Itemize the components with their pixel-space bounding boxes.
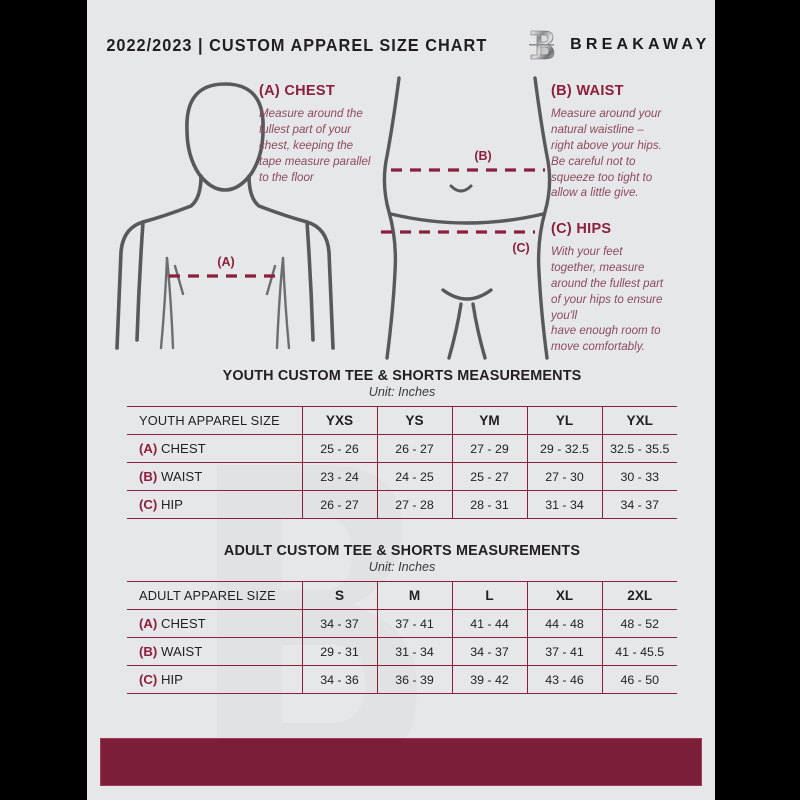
table-header-row: ADULT APPAREL SIZE S M L XL 2XL: [127, 581, 677, 610]
youth-cell-0-1: 26 - 27: [376, 434, 452, 463]
adult-cell-2-4: 46 - 50: [601, 665, 677, 694]
youth-cell-2-0: 26 - 27: [301, 490, 377, 519]
adult-size-table-block: ADULT CUSTOM TEE & SHORTS MEASUREMENTS U…: [127, 543, 677, 694]
youth-size-col-0: YXS: [301, 406, 377, 435]
info-block-hips: (C) HIPS With your feet together, measur…: [551, 221, 709, 355]
youth-table-unit: Unit: Inches: [368, 385, 436, 399]
row-tag: (C): [139, 672, 158, 687]
adult-cell-0-0: 34 - 37: [301, 609, 377, 638]
youth-row-label-1: (B) WAIST: [127, 463, 302, 491]
table-row: (C) HIP 34 - 36 36 - 39 39 - 42 43 - 46 …: [127, 665, 677, 694]
adult-cell-1-3: 37 - 41: [526, 637, 602, 666]
youth-row-label-2: (C) HIP: [127, 491, 302, 519]
breakaway-b-monogram-icon: [529, 30, 555, 60]
table-row: (A) CHEST 34 - 37 37 - 41 41 - 44 44 - 4…: [127, 609, 677, 638]
youth-cell-0-3: 29 - 32.5: [526, 434, 602, 463]
brand-name: BREAKAWAY: [570, 36, 711, 53]
youth-cell-1-1: 24 - 25: [376, 462, 452, 491]
waist-measure-label: (B): [474, 149, 491, 163]
info-body-hips: With your feet together, measure around …: [551, 245, 664, 354]
chest-measure-label: (A): [217, 255, 234, 269]
adult-cell-2-1: 36 - 39: [376, 665, 452, 694]
youth-cell-1-0: 23 - 24: [301, 462, 377, 491]
hips-measure-label: (C): [512, 241, 529, 255]
row-label: WAIST: [160, 469, 203, 484]
adult-cell-0-3: 44 - 48: [526, 609, 602, 638]
info-heading-hips: (C) HIPS: [551, 221, 612, 237]
youth-size-col-3: YL: [526, 406, 602, 435]
youth-cell-2-3: 31 - 34: [526, 490, 602, 519]
adult-size-col-0: S: [301, 581, 377, 610]
page-title: 2022/2023 | CUSTOM APPAREL SIZE CHART: [105, 34, 487, 55]
info-block-chest: (A) CHEST Measure around the fullest par…: [259, 83, 419, 185]
row-label: HIP: [160, 672, 183, 687]
youth-size-col-2: YM: [451, 406, 527, 435]
table-header-row: YOUTH APPAREL SIZE YXS YS YM YL YXL: [127, 406, 677, 435]
adult-cell-1-0: 29 - 31: [301, 637, 377, 666]
youth-cell-1-3: 27 - 30: [526, 462, 602, 491]
adult-cell-0-4: 48 - 52: [601, 609, 677, 638]
adult-cell-2-3: 43 - 46: [526, 665, 602, 694]
row-tag: (A): [139, 616, 158, 631]
info-body-chest: Measure around the fullest part of your …: [259, 107, 371, 184]
adult-size-col-2: L: [451, 581, 527, 610]
table-row: (A) CHEST 25 - 26 26 - 27 27 - 29 29 - 3…: [127, 434, 677, 463]
table-row: (C) HIP 26 - 27 27 - 28 28 - 31 31 - 34 …: [127, 490, 677, 519]
table-row: (B) WAIST 29 - 31 31 - 34 34 - 37 37 - 4…: [127, 637, 677, 666]
row-label: WAIST: [160, 644, 203, 659]
youth-cell-0-4: 32.5 - 35.5: [601, 434, 677, 463]
youth-cell-2-1: 27 - 28: [376, 490, 452, 519]
adult-size-col-1: M: [376, 581, 452, 610]
adult-cell-1-4: 41 - 45.5: [601, 637, 677, 666]
footer-bar: [100, 738, 702, 786]
youth-size-header: YOUTH APPAREL SIZE: [139, 413, 280, 428]
lower-body-figure: (B) (C): [377, 72, 557, 360]
torso-figure: (A): [105, 70, 345, 360]
row-tag: (B): [139, 644, 158, 659]
navel-detail: [449, 184, 473, 193]
row-label: CHEST: [160, 441, 206, 456]
adult-size-table: ADULT APPAREL SIZE S M L XL 2XL (A) CHES…: [127, 581, 677, 694]
adult-table-unit: Unit: Inches: [368, 560, 436, 574]
youth-cell-1-2: 25 - 27: [451, 462, 527, 491]
info-block-waist: (B) WAIST Measure around your natural wa…: [551, 83, 709, 201]
page-header: 2022/2023 | CUSTOM APPAREL SIZE CHART: [87, 28, 715, 62]
row-tag: (A): [139, 441, 158, 456]
youth-cell-0-2: 27 - 29: [451, 434, 527, 463]
adult-cell-2-0: 34 - 36: [301, 665, 377, 694]
youth-size-col-1: YS: [376, 406, 452, 435]
brand-lockup: BREAKAWAY: [527, 29, 710, 61]
adult-size-col-4: 2XL: [601, 581, 677, 610]
adult-cell-2-2: 39 - 42: [451, 665, 527, 694]
youth-table-title: YOUTH CUSTOM TEE & SHORTS MEASUREMENTS: [222, 368, 582, 384]
info-heading-waist: (B) WAIST: [551, 83, 624, 99]
adult-size-header: ADULT APPAREL SIZE: [139, 588, 276, 603]
adult-cell-1-1: 31 - 34: [376, 637, 452, 666]
youth-cell-2-4: 34 - 37: [601, 490, 677, 519]
row-tag: (C): [139, 497, 158, 512]
adult-cell-0-2: 41 - 44: [451, 609, 527, 638]
adult-cell-1-2: 34 - 37: [451, 637, 527, 666]
adult-size-col-3: XL: [526, 581, 602, 610]
youth-cell-1-4: 30 - 33: [601, 462, 677, 491]
youth-cell-0-0: 25 - 26: [301, 434, 377, 463]
info-body-waist: Measure around your natural waistline – …: [551, 107, 662, 200]
row-label: HIP: [160, 497, 183, 512]
adult-table-title: ADULT CUSTOM TEE & SHORTS MEASUREMENTS: [223, 543, 581, 559]
youth-size-col-4: YXL: [601, 406, 677, 435]
youth-size-table-block: YOUTH CUSTOM TEE & SHORTS MEASUREMENTS U…: [127, 368, 677, 519]
row-tag: (B): [139, 469, 158, 484]
adult-row-label-1: (B) WAIST: [127, 638, 302, 666]
youth-row-label-0: (A) CHEST: [127, 435, 302, 463]
measurement-figures: (A): [87, 70, 715, 360]
adult-row-label-0: (A) CHEST: [127, 610, 302, 638]
youth-cell-2-2: 28 - 31: [451, 490, 527, 519]
table-row: (B) WAIST 23 - 24 24 - 25 25 - 27 27 - 3…: [127, 462, 677, 491]
youth-size-table: YOUTH APPAREL SIZE YXS YS YM YL YXL (A) …: [127, 406, 677, 519]
size-chart-page: 2022/2023 | CUSTOM APPAREL SIZE CHART: [87, 0, 715, 800]
row-label: CHEST: [160, 616, 206, 631]
adult-row-label-2: (C) HIP: [127, 666, 302, 694]
info-heading-chest: (A) CHEST: [259, 83, 335, 99]
adult-cell-0-1: 37 - 41: [376, 609, 452, 638]
